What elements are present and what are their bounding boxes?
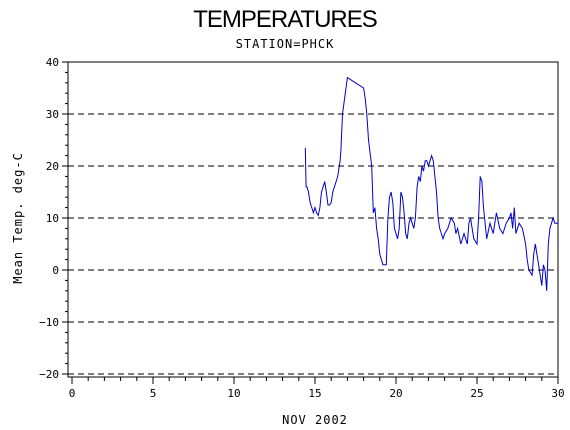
x-tick-label: 10	[227, 387, 240, 400]
series-line	[304, 76, 558, 291]
x-tick-label: 5	[150, 387, 157, 400]
y-tick-label: 20	[46, 160, 59, 173]
axes: −20 −10 0 10 20 30 40 0 5 10 15 20 25 30	[39, 56, 565, 400]
x-tick-label: 0	[69, 387, 76, 400]
x-tick-label: 15	[308, 387, 321, 400]
y-tick-label: 0	[52, 264, 59, 277]
y-tick-label: −20	[39, 368, 59, 381]
plot-area	[304, 76, 558, 291]
y-tick-label: 10	[46, 212, 59, 225]
chart-title: TEMPERATURES	[193, 6, 378, 33]
y-axis-label: Mean Temp. deg-C	[11, 152, 25, 284]
y-tick-label: 40	[46, 56, 59, 69]
x-tick-label: 25	[470, 387, 483, 400]
y-tick-label: −10	[39, 316, 59, 329]
chart-subtitle: STATION=PHCK	[235, 37, 335, 51]
plot-frame	[67, 61, 559, 378]
x-axis-label: NOV 2002	[282, 413, 348, 427]
x-tick-label: 30	[551, 387, 564, 400]
x-tick-label: 20	[389, 387, 402, 400]
y-tick-label: 30	[46, 108, 59, 121]
